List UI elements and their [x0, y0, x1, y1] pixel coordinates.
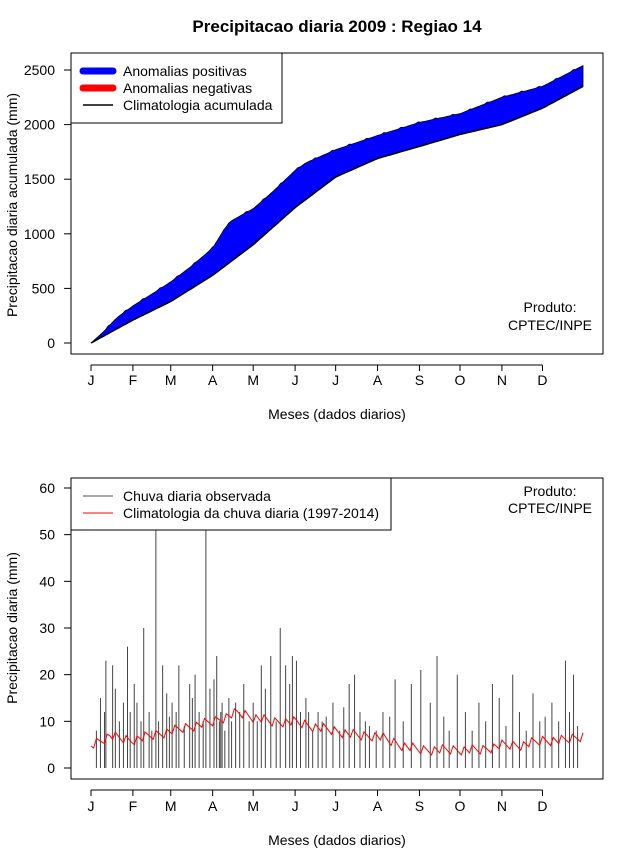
x-tick-label: A: [373, 372, 383, 388]
x-tick-label: M: [165, 372, 177, 388]
y-tick-label: 40: [39, 573, 55, 589]
y-tick-label: 500: [32, 280, 56, 296]
chart-title: Precipitacao diaria 2009 : Regiao 14: [192, 17, 482, 36]
x-tick-label: D: [537, 798, 547, 814]
cumulative-panel: 0 500 1000 1500 2000 2500 J F M A M J J A S O N D Meses …: [4, 52, 604, 422]
daily-y-axis: 0 10 20 30 40 50 60: [39, 480, 72, 776]
x-tick-label: J: [88, 372, 95, 388]
x-tick-label: S: [415, 798, 424, 814]
y-tick-label: 1000: [24, 226, 55, 242]
y-tick-label: 0: [47, 760, 55, 776]
x-tick-label: N: [497, 798, 507, 814]
daily-y-axis-label: Precipitacao diaria (mm): [4, 552, 20, 704]
y-tick-label: 30: [39, 620, 55, 636]
cumulative-y-axis-label: Precipitacao diaria acumulada (mm): [4, 93, 20, 317]
y-tick-label: 2500: [24, 62, 55, 78]
y-tick-label: 50: [39, 527, 55, 543]
x-tick-label: J: [332, 372, 339, 388]
x-tick-label: M: [165, 798, 177, 814]
x-tick-label: J: [88, 798, 95, 814]
daily-bars-group: [95, 525, 579, 768]
x-tick-label: M: [247, 372, 259, 388]
x-tick-label: S: [415, 372, 424, 388]
cumulative-legend: Anomalias positivas Anomalias negativas …: [70, 52, 283, 124]
y-tick-label: 60: [39, 480, 55, 496]
climatology-cumulative-line: [90, 85, 584, 344]
y-tick-label: 10: [39, 713, 55, 729]
y-tick-label: 2000: [24, 117, 55, 133]
x-tick-label: J: [292, 798, 299, 814]
cumulative-credit-line1: Produto:: [524, 299, 577, 315]
x-tick-label: J: [292, 372, 299, 388]
x-tick-label: O: [455, 372, 466, 388]
y-tick-label: 0: [47, 335, 55, 351]
x-tick-label: A: [208, 798, 218, 814]
daily-credit-line1: Produto:: [524, 483, 577, 499]
legend-observed-label: Chuva diaria observada: [123, 488, 271, 504]
x-tick-label: M: [247, 798, 259, 814]
y-tick-label: 20: [39, 667, 55, 683]
legend-negative-label: Anomalias negativas: [123, 80, 252, 96]
daily-panel: 0 10 20 30 40 50 60 J F M A M J J A S O N D Meses (dados …: [4, 477, 604, 848]
y-tick-label: 1500: [24, 171, 55, 187]
x-tick-label: F: [129, 798, 138, 814]
cumulative-y-axis: 0 500 1000 1500 2000 2500: [24, 62, 72, 351]
legend-climatology-daily-label: Climatologia da chuva diaria (1997-2014): [123, 505, 379, 521]
daily-credit-line2: CPTEC/INPE: [508, 500, 592, 516]
x-tick-label: F: [129, 372, 138, 388]
daily-x-axis-label: Meses (dados diarios): [268, 832, 406, 848]
x-tick-label: N: [497, 372, 507, 388]
x-tick-label: D: [537, 372, 547, 388]
daily-climatology-group: [90, 707, 584, 756]
positive-anomaly-area-group: [90, 64, 584, 344]
x-tick-label: A: [208, 372, 218, 388]
daily-climatology-line: [90, 707, 584, 756]
x-tick-label: O: [455, 798, 466, 814]
legend-climatology-label: Climatologia acumulada: [123, 97, 273, 113]
cumulative-credit-line2: CPTEC/INPE: [508, 317, 592, 333]
daily-legend: Chuva diaria observada Climatologia da c…: [70, 477, 392, 531]
x-tick-label: A: [373, 798, 383, 814]
daily-legend-box: [70, 477, 392, 531]
legend-positive-label: Anomalias positivas: [123, 63, 247, 79]
cumulative-x-axis-label: Meses (dados diarios): [268, 406, 406, 422]
x-tick-label: J: [332, 798, 339, 814]
